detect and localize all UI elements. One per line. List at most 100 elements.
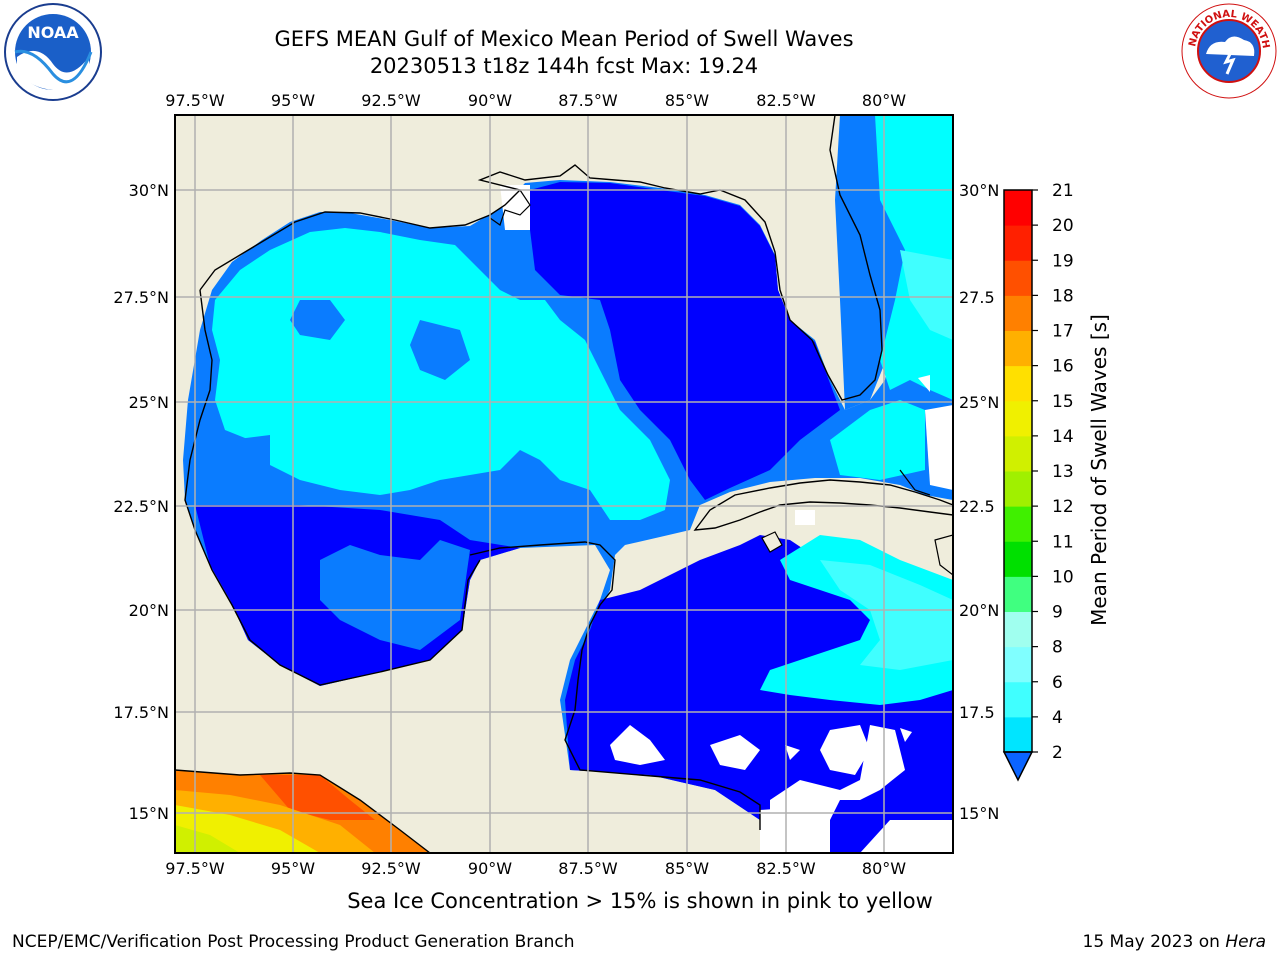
footer-date-text: 15 May 2023 on (1082, 932, 1226, 952)
lon-label-bottom: 97.5°W (165, 859, 225, 878)
pacific-coast (175, 769, 431, 853)
lat-label-left: 27.5°N (113, 288, 169, 307)
colorbar-segment (1004, 400, 1032, 437)
lon-label-top: 82.5°W (756, 91, 816, 110)
map-panel (175, 115, 953, 853)
eastern-gulf-deep (530, 182, 840, 500)
pacific-field-red (260, 775, 375, 820)
lat-label-right: 22.5 (959, 497, 995, 516)
lon-label-bottom: 80°W (862, 859, 906, 878)
bahamas (899, 469, 931, 496)
lat-label-left: 25°N (129, 393, 169, 412)
map-frame (174, 114, 954, 854)
footer-date: 15 May 2023 on Hera (1083, 932, 1267, 952)
colorbar-tick-label: 4 (1052, 708, 1063, 728)
lat-label-right: 25°N (959, 393, 999, 412)
straits-cyan (830, 400, 925, 480)
colorbar-tick-label: 21 (1052, 181, 1074, 201)
footer-credit: NCEP/EMC/Verification Post Processing Pr… (12, 932, 575, 952)
mexico-coast (184, 289, 481, 686)
lon-label-bottom: 82.5°W (756, 859, 816, 878)
cyan-gap-1 (290, 300, 345, 340)
cuba-land (693, 479, 953, 531)
lon-label-bottom: 87.5°W (558, 859, 618, 878)
lat-label-right: 15°N (959, 804, 999, 823)
colorbar-segment (1004, 435, 1032, 472)
caribbean-lightcyan (820, 560, 953, 670)
colorbar-segment (1004, 260, 1032, 296)
atlantic-lightcyan (900, 250, 953, 340)
colorbar-segment (1004, 295, 1032, 331)
lat-label-left: 22.5°N (113, 497, 169, 516)
colorbar-segment (1004, 225, 1032, 261)
colorbar-extension (1002, 751, 1034, 782)
chart-subtitle: 20230513 t18z 144h fcst Max: 19.24 (369, 54, 759, 78)
colorbar-tick-label: 13 (1052, 462, 1074, 482)
lon-label-bottom: 90°W (468, 859, 512, 878)
campeche-mid (320, 540, 470, 650)
colorbar-segment (1004, 541, 1032, 577)
colorbar-segment (1004, 681, 1032, 718)
colorbar-segment (1004, 190, 1032, 226)
lon-label-top: 95°W (271, 91, 315, 110)
colorbar-tick-label: 2 (1052, 743, 1063, 763)
noaa-logo: NOAA (3, 2, 103, 106)
hispaniola-edge (934, 534, 953, 576)
colorbar-tick-label: 11 (1052, 532, 1074, 552)
lat-label-right: 17.5 (959, 703, 995, 722)
pacific-field-green (175, 825, 240, 853)
nws-logo: NATIONAL WEATHER SERVICE (1176, 0, 1278, 104)
lon-label-bottom: 95°W (271, 859, 315, 878)
colorbar: 2 4 6 8 9 10 11 12 13 14 15 16 17 18 19 20 21 (1002, 181, 1074, 782)
mississippi-delta (489, 189, 531, 226)
cyan-gap-2 (410, 320, 470, 380)
footer-host: Hera (1225, 932, 1266, 952)
colorbar-label: Mean Period of Swell Waves [s] (1087, 314, 1111, 626)
colorbar-tick-label: 12 (1052, 497, 1074, 517)
noaa-logo-icon: NOAA (4, 3, 102, 101)
lat-label-left: 17.5°N (113, 703, 169, 722)
colorbar-tick-label: 18 (1052, 286, 1074, 306)
lon-label-bottom: 85°W (665, 859, 709, 878)
lon-label-top: 87.5°W (558, 91, 618, 110)
lat-label-right: 20°N (959, 601, 999, 620)
cyan-gap-3 (230, 435, 270, 470)
grid-lines (175, 115, 953, 853)
lon-labels-bottom: 97.5°W 95°W 92.5°W 90°W 87.5°W 85°W 82.5… (165, 859, 906, 878)
colorbar-tick-label: 17 (1052, 322, 1074, 342)
colorbar-tick-label: 15 (1052, 392, 1074, 412)
colorbar-segment (1004, 471, 1032, 507)
lon-label-top: 90°W (468, 91, 512, 110)
lat-label-left: 30°N (129, 181, 169, 200)
colorbar-tick-label: 9 (1052, 603, 1063, 623)
nws-logo-icon: NATIONAL WEATHER SERVICE (1176, 0, 1277, 99)
colorbar-tick-label: 20 (1052, 216, 1074, 236)
lat-label-right: 30°N (959, 181, 999, 200)
lon-label-top: 85°W (665, 91, 709, 110)
colorbar-segment (1004, 716, 1032, 753)
yucatan-coast (469, 541, 761, 830)
colorbar-tick-label: 16 (1052, 357, 1074, 377)
colorbar-tick-label: 19 (1052, 251, 1074, 271)
colorbar-segment (1004, 330, 1032, 367)
svg-text:NOAA: NOAA (27, 23, 79, 42)
colorbar-segment (1004, 506, 1032, 542)
lat-labels-left: 30°N 27.5°N 25°N 22.5°N 20°N 17.5°N 15°N (113, 181, 169, 823)
lon-label-top: 97.5°W (165, 91, 225, 110)
us-gulf-coast (199, 115, 883, 401)
caribbean-deep (565, 535, 953, 853)
colorbar-tick-label: 14 (1052, 427, 1074, 447)
lat-label-right: 27.5 (959, 288, 995, 307)
lat-label-left: 15°N (129, 804, 169, 823)
lon-label-bottom: 92.5°W (361, 859, 421, 878)
colorbar-tick-label: 8 (1052, 638, 1063, 658)
isla-juventud (761, 531, 783, 553)
lon-label-top: 80°W (862, 91, 906, 110)
colorbar-tick-label: 6 (1052, 673, 1063, 693)
lon-labels-top: 97.5°W 95°W 92.5°W 90°W 87.5°W 85°W 82.5… (165, 91, 906, 110)
lon-label-top: 92.5°W (361, 91, 421, 110)
sea-ice-note: Sea Ice Concentration > 15% is shown in … (347, 889, 933, 913)
lat-labels-right: 30°N 27.5 25°N 22.5 20°N 17.5 15°N (959, 181, 999, 823)
colorbar-segment (1004, 576, 1032, 612)
